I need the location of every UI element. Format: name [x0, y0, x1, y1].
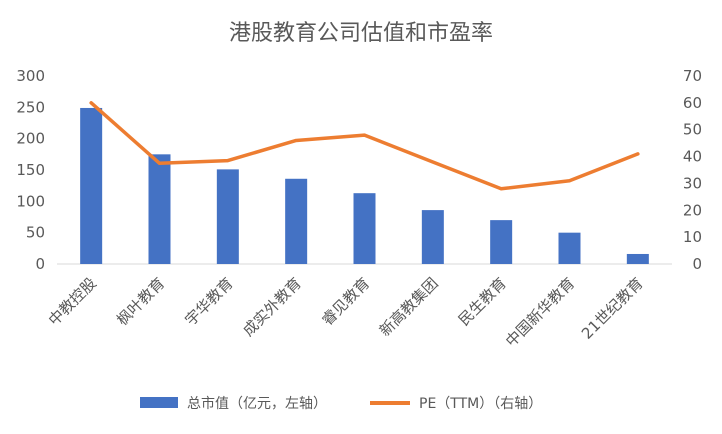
bar — [421, 210, 444, 264]
right-tick-label: 30 — [683, 174, 702, 192]
category-label: 民生教育 — [455, 274, 510, 329]
bar — [216, 169, 239, 264]
right-tick-label: 40 — [683, 148, 702, 166]
line-point — [89, 101, 93, 105]
legend-label-line: PE（TTM）（右轴） — [419, 396, 542, 412]
right-axis: 0 10 20 30 40 50 60 70 — [683, 67, 702, 273]
line-series — [89, 101, 640, 191]
category-label: 枫叶教育 — [113, 274, 168, 329]
bar — [285, 178, 308, 264]
left-tick-label: 50 — [26, 224, 45, 242]
right-tick-label: 50 — [683, 121, 702, 139]
legend-swatch-bar — [140, 397, 178, 408]
pe-line — [89, 101, 640, 191]
line-point — [363, 133, 366, 137]
legend-label-bar: 总市值（亿元，左轴） — [187, 395, 327, 412]
bar-series — [80, 107, 649, 265]
category-label: 宇华教育 — [181, 274, 236, 329]
category-label: 睿见教育 — [318, 274, 373, 329]
chart-title: 港股教育公司估值和市盈率 — [229, 21, 493, 46]
line-point — [226, 159, 230, 163]
category-label: 中教控股 — [45, 274, 100, 329]
line-point — [294, 138, 298, 142]
right-tick-label: 60 — [683, 94, 702, 112]
category-label: 成实外教育 — [239, 274, 305, 340]
line-point — [568, 179, 571, 183]
bar — [80, 107, 103, 265]
bar — [558, 232, 581, 264]
left-tick-label: 200 — [16, 130, 45, 148]
bar — [353, 193, 376, 264]
line-point — [636, 152, 640, 156]
right-tick-label: 0 — [692, 255, 702, 273]
legend: 总市值（亿元，左轴） PE（TTM）（右轴） — [140, 395, 542, 412]
line-point — [499, 187, 503, 191]
right-tick-label: 10 — [683, 228, 702, 246]
left-tick-label: 150 — [16, 161, 45, 179]
category-label: 中国新华教育 — [502, 274, 578, 350]
category-label: 21世纪教育 — [578, 274, 647, 343]
line-point — [158, 161, 161, 165]
left-tick-label: 250 — [16, 98, 45, 116]
category-label: 新高教集团 — [376, 274, 442, 340]
right-tick-label: 20 — [683, 201, 702, 219]
left-axis: 0 50 100 150 200 250 300 — [16, 67, 45, 273]
bar — [490, 220, 513, 264]
right-tick-label: 70 — [683, 67, 702, 85]
bar — [148, 154, 171, 264]
bar — [626, 253, 649, 264]
left-tick-label: 100 — [16, 192, 45, 210]
left-tick-label: 0 — [35, 255, 45, 273]
line-point — [431, 160, 435, 164]
left-tick-label: 300 — [16, 67, 45, 85]
